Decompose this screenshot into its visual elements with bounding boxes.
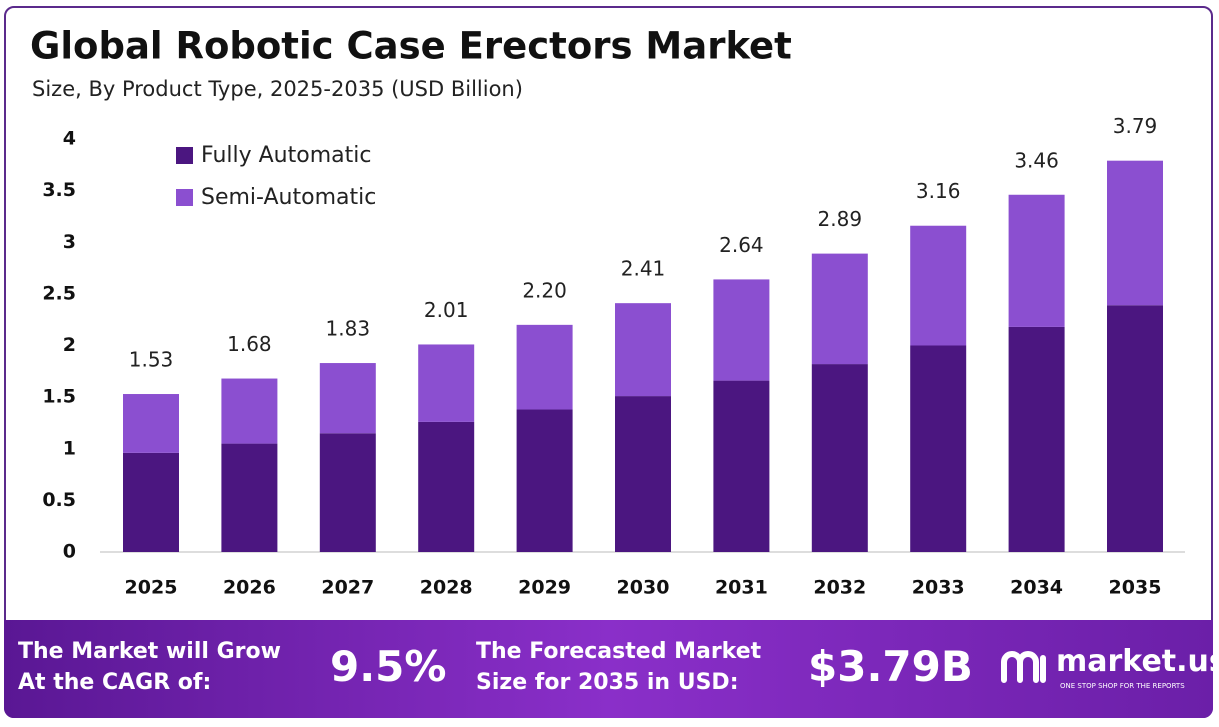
total-label: 1.53 [129, 348, 174, 372]
total-label: 2.64 [719, 233, 764, 257]
legend-swatch [176, 189, 193, 206]
total-label: 3.16 [916, 179, 961, 203]
bar-segment [123, 394, 179, 453]
total-label: 2.20 [522, 278, 567, 302]
banner: The Market will Grow At the CAGR of: 9.5… [4, 620, 1219, 718]
bar-segment [319, 363, 376, 434]
bar-segment [811, 253, 868, 365]
x-tick-label: 2026 [223, 577, 276, 599]
bar-segment [418, 344, 475, 422]
total-label: 1.83 [326, 317, 371, 341]
bar-segment [1107, 305, 1163, 552]
x-tick-label: 2027 [321, 577, 374, 599]
x-tick-label: 2035 [1109, 577, 1162, 599]
y-tick-label: 0.5 [42, 489, 76, 511]
bar-segment [123, 452, 179, 552]
forecast-value: $3.79B [808, 642, 973, 691]
bar-segment [910, 345, 967, 552]
bar-segment [615, 396, 671, 552]
chart-subtitle: Size, By Product Type, 2025-2035 (USD Bi… [32, 77, 523, 101]
total-label: 3.46 [1014, 148, 1059, 172]
y-tick-label: 3 [63, 231, 76, 253]
bar-segment [516, 409, 573, 552]
tagline: ONE STOP SHOP FOR THE REPORTS [1060, 682, 1185, 690]
y-tick-label: 4 [63, 128, 76, 150]
y-tick-label: 1 [63, 437, 76, 459]
x-tick-label: 2029 [518, 577, 571, 599]
total-label: 1.68 [227, 332, 272, 356]
chart-title: Global Robotic Case Erectors Market [30, 25, 792, 68]
bar-segment [516, 324, 573, 410]
x-tick-label: 2033 [912, 577, 965, 599]
chart: Global Robotic Case Erectors Market Size… [30, 25, 1185, 599]
total-label: 3.79 [1113, 114, 1158, 138]
total-label: 2.89 [818, 207, 863, 231]
legend-label: Fully Automatic [201, 143, 371, 168]
bar-segment [713, 380, 770, 552]
bar-segment [811, 364, 868, 552]
legend-swatch [176, 147, 193, 164]
y-tick-label: 1.5 [42, 386, 76, 408]
bar-segment [1008, 194, 1065, 327]
x-tick-label: 2025 [125, 577, 178, 599]
legend-label: Semi-Automatic [201, 185, 376, 210]
forecast-text: The Forecasted Market Size for 2035 in U… [476, 639, 762, 695]
y-tick-label: 2 [63, 334, 76, 356]
bar-segment [1008, 326, 1065, 552]
cagr-text: The Market will Grow At the CAGR of: [18, 639, 281, 695]
bar-segment [221, 443, 278, 552]
cagr-value: 9.5% [330, 642, 447, 691]
x-tick-label: 2032 [813, 577, 866, 599]
x-tick-label: 2031 [715, 577, 768, 599]
logo [1001, 651, 1046, 683]
total-label: 2.41 [621, 257, 666, 281]
bar-segment [319, 433, 376, 552]
bar-segment [713, 279, 770, 381]
bar-segment [221, 378, 278, 444]
y-tick-label: 2.5 [42, 282, 76, 304]
bar-segment [615, 303, 671, 397]
x-tick-label: 2028 [420, 577, 473, 599]
bar-segment [1107, 160, 1163, 306]
x-tick-label: 2034 [1010, 577, 1063, 599]
y-tick-label: 0 [63, 541, 76, 563]
brand: market.us [1056, 644, 1219, 679]
bar-segment [910, 225, 967, 346]
x-tick-label: 2030 [617, 577, 670, 599]
total-label: 2.01 [424, 298, 469, 322]
y-tick-label: 3.5 [42, 179, 76, 201]
bar-segment [418, 421, 475, 552]
